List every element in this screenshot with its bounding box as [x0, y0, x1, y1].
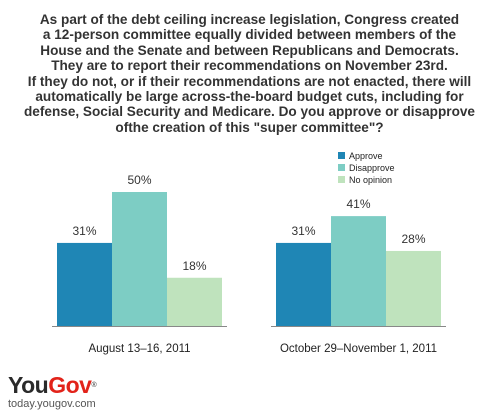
data-label: 31%: [72, 224, 96, 238]
title-line: House and the Senate and between Republi…: [40, 42, 459, 58]
bar: [331, 216, 386, 326]
bar: [276, 242, 331, 326]
logo-text: You: [8, 372, 49, 398]
title-line: As part of the debt ceiling increase leg…: [39, 12, 460, 27]
legend-swatch: [338, 176, 345, 183]
title-line: ofthe creation of this "super committee"…: [115, 119, 384, 135]
bar: [57, 242, 112, 326]
brand-block: YouGov® today.yougov.com: [8, 372, 97, 411]
bar: [112, 192, 167, 326]
data-label: 41%: [346, 197, 370, 211]
category-label: August 13–16, 2011: [88, 343, 190, 355]
title-line: If they do not, or if their recommendati…: [27, 73, 472, 89]
legend-swatch: [338, 164, 345, 171]
chart-title: As part of the debt ceiling increase leg…: [4, 12, 495, 135]
title-line: automatically be large across-the-board …: [35, 89, 464, 105]
legend-label: Approve: [349, 151, 383, 161]
bar: [167, 277, 222, 326]
title-line: a 12-person committee equally divided be…: [42, 27, 457, 43]
brand-url: today.yougov.com: [8, 398, 96, 410]
yougov-logo: YouGov®: [8, 372, 97, 398]
data-label: 28%: [401, 232, 425, 246]
data-label: 18%: [182, 259, 206, 273]
legend-label: Disapprove: [349, 163, 395, 173]
bar: [386, 250, 441, 326]
legend-label: No opinion: [349, 175, 392, 185]
data-label: 50%: [127, 173, 151, 187]
category-label: October 29–November 1, 2011: [280, 343, 437, 355]
legend-swatch: [338, 152, 345, 159]
title-line: defense, Social Security and Medicare. D…: [24, 104, 475, 120]
data-label: 31%: [291, 224, 315, 238]
logo-accent-text: Gov: [48, 372, 92, 398]
title-line: They are to report their recommendations…: [51, 58, 448, 74]
trademark-mark: ®: [91, 382, 97, 389]
